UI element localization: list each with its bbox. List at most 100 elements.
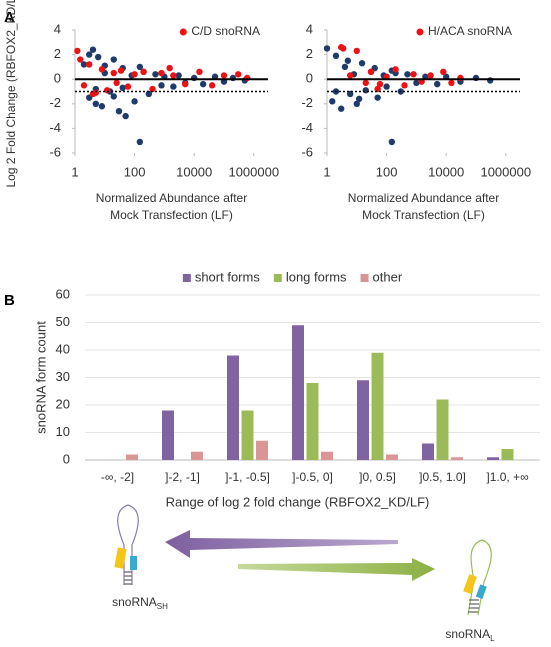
point — [80, 82, 88, 89]
bar — [501, 449, 514, 460]
diagram: snoRNASH snoRNAL — [112, 504, 495, 643]
point — [338, 105, 345, 112]
point — [131, 98, 138, 105]
point — [110, 56, 117, 63]
point — [374, 85, 381, 93]
label-short: snoRNASH — [112, 595, 168, 611]
y-axis-label: snoRNA form count — [33, 321, 48, 434]
point — [182, 80, 189, 88]
hairpin-long — [463, 539, 492, 616]
x-tick-label: ]1.0, +∞ — [486, 470, 528, 484]
label-sub: L — [490, 634, 495, 643]
x-tick-label: 100 — [124, 164, 146, 179]
x-tick-label: 10000 — [176, 164, 212, 179]
point — [110, 93, 117, 100]
bar — [386, 454, 398, 460]
point — [122, 112, 129, 120]
legend-swatch — [273, 274, 282, 282]
point — [220, 72, 228, 79]
point — [136, 63, 144, 71]
y-tick-label: -2 — [301, 95, 313, 110]
point — [98, 103, 106, 110]
point — [136, 138, 144, 146]
point — [472, 74, 480, 82]
bar — [162, 410, 174, 460]
point — [140, 68, 147, 76]
x-tick-label: 1000000 — [228, 164, 279, 179]
point — [358, 60, 366, 67]
bar — [191, 451, 203, 460]
x-tick-label: ]-0.5, 0] — [292, 470, 333, 484]
point — [434, 80, 441, 88]
point — [166, 64, 173, 72]
point — [362, 87, 369, 94]
y-tick-label: 2 — [306, 46, 313, 61]
point — [119, 84, 126, 92]
y-tick-label: 0 — [54, 71, 61, 86]
point — [392, 66, 399, 73]
y-tick-label: 4 — [306, 21, 313, 36]
x-tick-label: ]-1, -0.5] — [225, 470, 270, 484]
point — [158, 69, 165, 77]
point — [383, 83, 390, 90]
legend-marker — [416, 28, 424, 36]
legend-label: short forms — [195, 269, 261, 284]
x-axis-label: Mock Transfection (LF) — [362, 208, 485, 222]
y-tick-label: -2 — [49, 95, 61, 110]
bar — [126, 454, 138, 460]
y-tick-label: 30 — [56, 369, 70, 384]
point — [410, 71, 417, 78]
point — [413, 79, 420, 87]
x-tick-label: 10000 — [428, 164, 464, 179]
x-tick-label: 1 — [323, 164, 330, 179]
point — [175, 72, 182, 79]
legend-label: other — [373, 269, 403, 284]
x-axis-label: Normalized Abundance after — [348, 191, 499, 205]
y-tick-label: 2 — [54, 46, 61, 61]
point — [353, 100, 360, 108]
point — [427, 72, 434, 79]
y-tick-label: -4 — [49, 120, 61, 135]
point — [117, 67, 125, 74]
y-tick-label: 0 — [63, 451, 70, 466]
legend: short forms long forms other — [182, 269, 403, 284]
label-sub: SH — [157, 602, 168, 611]
legend-label: C/D snoRNA — [191, 24, 260, 38]
point — [103, 87, 111, 94]
point — [376, 80, 384, 88]
point — [131, 71, 138, 78]
point — [401, 82, 408, 89]
point — [74, 47, 81, 55]
point — [440, 68, 447, 76]
point — [170, 83, 177, 90]
x-axis-label: Mock Transfection (LF) — [110, 208, 233, 222]
x-tick-label: 1 — [71, 164, 78, 179]
point — [94, 53, 102, 61]
point — [199, 80, 207, 88]
point — [149, 85, 156, 93]
point — [89, 90, 97, 98]
point — [367, 68, 375, 76]
x-tick-label: ]-2, -1] — [165, 470, 200, 484]
y-tick-label: 60 — [56, 286, 70, 301]
bar — [451, 457, 463, 460]
y-tick-label: 40 — [56, 341, 70, 356]
y-tick-label: 4 — [54, 21, 61, 36]
y-tick-label: -6 — [301, 144, 313, 159]
point — [487, 77, 494, 84]
point — [374, 94, 381, 101]
legend-label: long forms — [286, 269, 347, 284]
bar — [422, 443, 434, 460]
point — [77, 56, 84, 63]
point — [196, 68, 203, 76]
point — [353, 47, 360, 55]
point — [170, 72, 177, 79]
label-text: snoRNA — [445, 627, 490, 641]
legend-label: H/ACA snoRNA — [428, 24, 512, 38]
label-text: snoRNA — [112, 595, 157, 609]
y-axis-label: Log 2 Fold Change (RBFOX2_KD/LF) — [4, 0, 18, 188]
panel-label: A — [4, 9, 15, 26]
point — [124, 83, 132, 90]
point — [388, 138, 396, 146]
